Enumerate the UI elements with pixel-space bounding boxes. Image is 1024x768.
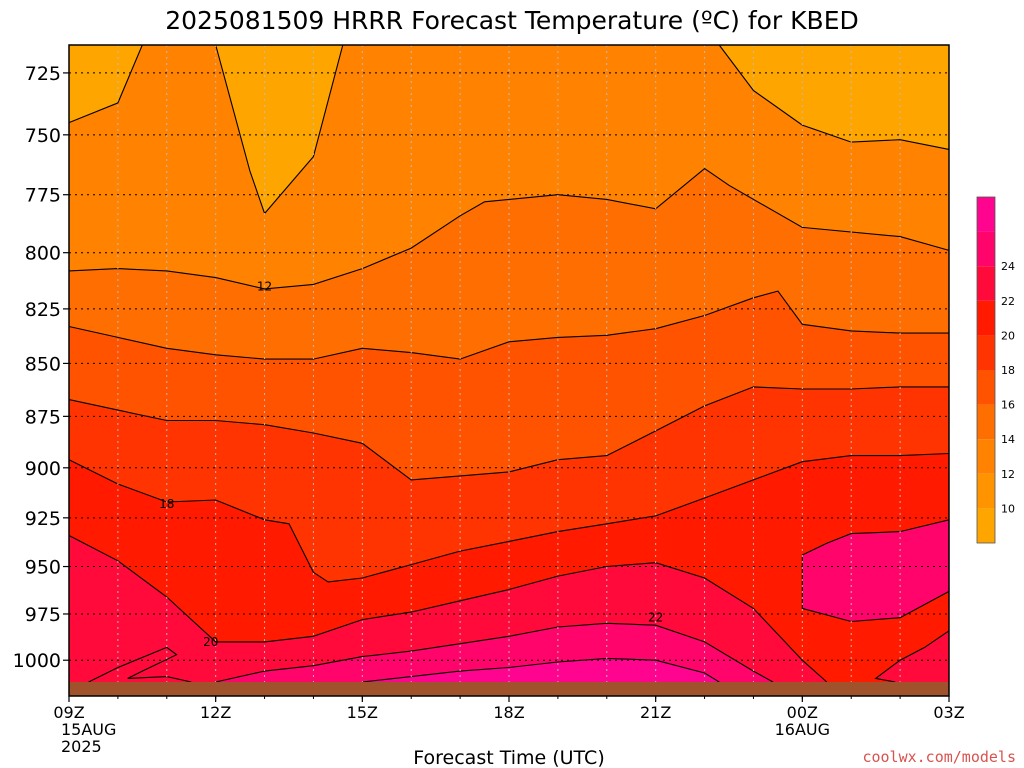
x-tick-sublabel: 2025 xyxy=(61,737,102,756)
colorbar-swatch-12 xyxy=(977,439,995,474)
contour-line-12 xyxy=(68,167,950,290)
colorbar-swatch-22 xyxy=(977,266,995,301)
contour-line-12 xyxy=(718,44,950,150)
colorbar-swatch-26 xyxy=(977,197,995,232)
colorbar-swatch-14 xyxy=(977,404,995,440)
x-tick-label-15Z: 15Z xyxy=(347,703,378,722)
x-tick-label-09Z: 09Z xyxy=(53,703,84,722)
y-axis: 725 750 775 800 825 850 875 900 925 950 975 1000 xyxy=(13,63,69,672)
x-tick-label-03Z: 03Z xyxy=(933,703,964,722)
x-tick-label-18Z: 18Z xyxy=(493,703,524,722)
contour-line-14 xyxy=(68,290,949,360)
colorbar-tick-20: 20 xyxy=(1001,329,1015,342)
y-tick-label-800: 800 xyxy=(25,243,61,265)
y-tick-label-875: 875 xyxy=(25,406,61,428)
colorbar-tick-12: 12 xyxy=(1001,468,1015,481)
fill-pocket-20 xyxy=(88,647,192,682)
x-tick-sublabel: 16AUG xyxy=(775,720,830,739)
colorbar-swatch-8 xyxy=(977,508,995,543)
chart-title: 2025081509 HRRR Forecast Temperature (ºC… xyxy=(165,6,859,35)
contour-lines xyxy=(68,44,950,683)
y-tick-label-725: 725 xyxy=(25,63,61,85)
contour-label-12: 12 xyxy=(257,280,272,294)
ground-surface xyxy=(69,682,949,696)
y-tick-label-950: 950 xyxy=(25,557,61,579)
grid-lines xyxy=(69,45,949,682)
fill-band-8-10 xyxy=(215,45,343,214)
colorbar-swatch-16 xyxy=(977,370,995,405)
fill-pocket-22 xyxy=(802,519,949,622)
colorbar-swatch-24 xyxy=(977,231,995,267)
contour-labels: 12 18 20 22 xyxy=(159,280,663,649)
colorbar-tick-22: 22 xyxy=(1001,295,1015,308)
contour-line-24 xyxy=(362,657,720,683)
fill-band-24 xyxy=(362,658,720,682)
contour-line-22 xyxy=(215,622,774,683)
colorbar-tick-24: 24 xyxy=(1001,260,1015,273)
fill-band-8-10 xyxy=(719,45,949,150)
fill-band-8-10 xyxy=(69,45,143,123)
contour-line-20 xyxy=(68,535,828,683)
y-tick-label-850: 850 xyxy=(25,353,61,375)
colorbar-swatch-10 xyxy=(977,473,995,509)
contour-line-18 xyxy=(68,452,950,583)
y-tick-label-750: 750 xyxy=(25,125,61,147)
y-tick-label-775: 775 xyxy=(25,185,61,207)
x-tick-label-00Z: 00Z xyxy=(787,703,818,722)
contour-label-18: 18 xyxy=(159,497,174,511)
credit-text: coolwx.com/models xyxy=(862,748,1016,766)
colorbar: 10 12 14 16 18 20 22 24 xyxy=(976,196,1015,544)
colorbar-tick-16: 16 xyxy=(1001,399,1015,412)
x-axis-label: Forecast Time (UTC) xyxy=(413,747,604,768)
x-tick-label-21Z: 21Z xyxy=(640,703,671,722)
y-tick-label-825: 825 xyxy=(25,299,61,321)
y-tick-label-925: 925 xyxy=(25,508,61,530)
y-tick-label-975: 975 xyxy=(25,604,61,626)
x-tick-sublabel: 15AUG xyxy=(61,720,116,739)
colorbar-swatch-20 xyxy=(977,300,995,336)
x-tick-label-12Z: 12Z xyxy=(200,703,231,722)
contour-line-20 xyxy=(874,630,950,683)
colorbar-tick-14: 14 xyxy=(1001,433,1015,446)
y-tick-label-1000: 1000 xyxy=(13,650,61,672)
contour-line-12 xyxy=(68,44,344,215)
contour-line-20 xyxy=(88,646,192,683)
contour-label-20: 20 xyxy=(203,635,218,649)
y-tick-label-900: 900 xyxy=(25,458,61,480)
colorbar-frame xyxy=(976,196,996,544)
colorbar-tick-18: 18 xyxy=(1001,364,1015,377)
colorbar-swatch-18 xyxy=(977,335,995,370)
contour-label-22: 22 xyxy=(648,611,663,625)
colorbar-tick-10: 10 xyxy=(1001,502,1015,515)
